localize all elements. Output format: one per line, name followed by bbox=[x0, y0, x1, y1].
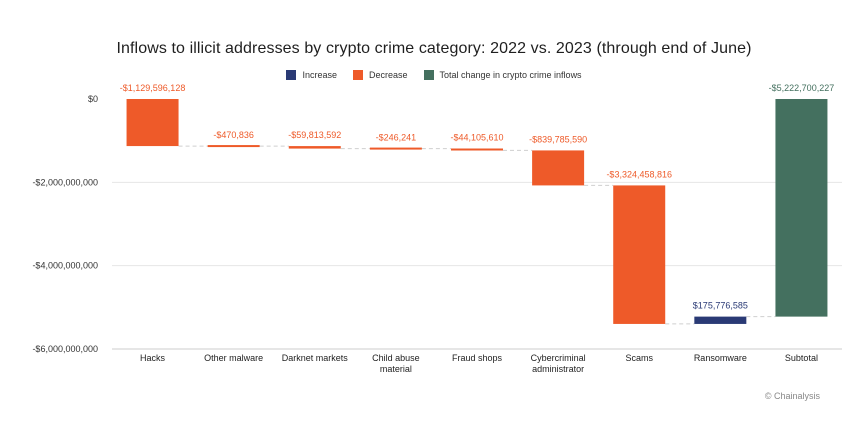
x-tick-label: Scams bbox=[625, 353, 653, 363]
legend-swatch-decrease bbox=[352, 70, 363, 80]
bar bbox=[613, 185, 666, 324]
bar bbox=[775, 99, 828, 317]
x-tick-label: Ransomware bbox=[694, 353, 747, 363]
bar bbox=[369, 147, 422, 150]
legend-label-increase: Increase bbox=[302, 70, 337, 80]
legend-item-increase: Increase bbox=[286, 70, 337, 80]
x-tick-label: Cybercriminal bbox=[531, 353, 586, 363]
data-label: -$59,813,592 bbox=[288, 130, 341, 140]
legend-swatch-increase bbox=[286, 70, 297, 80]
data-label: -$246,241 bbox=[376, 133, 417, 143]
legend-swatch-total bbox=[423, 70, 434, 80]
legend-item-total: Total change in crypto crime inflows bbox=[423, 70, 582, 80]
x-tick-label: Darknet markets bbox=[282, 353, 349, 363]
data-label: -$5,222,700,227 bbox=[769, 83, 835, 93]
y-tick-label: $0 bbox=[88, 94, 98, 104]
legend-label-decrease: Decrease bbox=[368, 70, 408, 80]
y-tick-label: -$4,000,000,000 bbox=[32, 261, 98, 271]
x-tick-label: Child abuse bbox=[372, 353, 420, 363]
legend-item-decrease: Decrease bbox=[352, 70, 408, 80]
bar bbox=[288, 146, 341, 149]
bar bbox=[451, 148, 503, 151]
x-tick-label: Other malware bbox=[204, 353, 263, 363]
legend-label-total: Total change in crypto crime inflows bbox=[439, 70, 582, 80]
data-label: -$3,324,458,816 bbox=[606, 169, 672, 179]
x-tick-label: administrator bbox=[532, 364, 584, 374]
y-tick-label: -$6,000,000,000 bbox=[32, 344, 98, 354]
bar bbox=[694, 316, 747, 324]
credit-text: © Chainalysis bbox=[764, 391, 820, 401]
bar bbox=[207, 145, 260, 148]
bar bbox=[126, 99, 179, 147]
legend: Increase Decrease Total change in crypto… bbox=[0, 70, 868, 80]
data-label: -$1,129,596,128 bbox=[120, 83, 186, 93]
data-label: $175,776,585 bbox=[693, 301, 748, 311]
x-tick-label: Fraud shops bbox=[452, 353, 503, 363]
x-tick-label: Subtotal bbox=[785, 353, 818, 363]
data-label: -$470,836 bbox=[213, 130, 254, 140]
x-tick-label: Hacks bbox=[140, 353, 166, 363]
y-tick-label: -$2,000,000,000 bbox=[32, 177, 98, 187]
chart-title: Inflows to illicit addresses by crypto c… bbox=[116, 40, 752, 57]
bar bbox=[532, 150, 585, 186]
x-tick-label: material bbox=[380, 364, 412, 374]
data-label: -$839,785,590 bbox=[529, 134, 587, 144]
data-label: -$44,105,610 bbox=[450, 133, 503, 143]
